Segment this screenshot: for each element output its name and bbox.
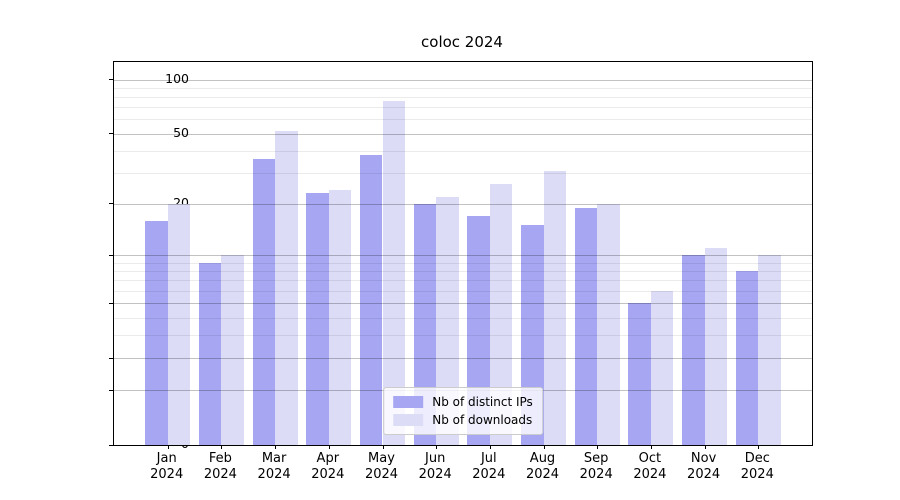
x-tick-mark — [328, 445, 330, 449]
minor-gridline — [114, 97, 812, 98]
bar-distinct-ips-oct — [628, 303, 651, 445]
bar-distinct-ips-jun — [413, 203, 437, 445]
x-tick-label-dec: Dec 2024 — [740, 451, 774, 482]
bar-downloads-oct — [650, 290, 674, 445]
legend-label-distinct-ips: Nb of distinct IPs — [432, 395, 533, 409]
bar-downloads-apr — [328, 190, 352, 445]
bar-distinct-ips-nov — [682, 255, 705, 445]
x-tick-label-nov: Nov 2024 — [687, 451, 721, 482]
bar-downloads-sep — [597, 203, 620, 445]
bar-distinct-ips-jan — [145, 220, 168, 445]
y-tick-mark — [109, 79, 113, 80]
bar-distinct-ips-mar — [252, 159, 276, 445]
x-tick-label-jul: Jul 2024 — [472, 451, 506, 482]
x-tick-label-oct: Oct 2024 — [633, 451, 667, 482]
minor-gridline — [114, 335, 812, 337]
y-tick-mark — [109, 444, 113, 446]
y-tick-mark — [109, 133, 113, 135]
x-tick-mark — [167, 445, 169, 449]
y-tick-mark — [109, 302, 113, 304]
minor-gridline — [114, 87, 812, 89]
bar-distinct-ips-sep — [574, 207, 598, 445]
minor-gridline — [114, 280, 812, 282]
minor-gridline — [114, 317, 812, 319]
minor-gridline — [114, 107, 812, 109]
major-gridline — [114, 255, 812, 257]
major-gridline — [114, 79, 812, 81]
x-tick-label-sep: Sep 2024 — [579, 451, 613, 482]
minor-gridline — [114, 150, 812, 152]
major-gridline — [114, 133, 812, 135]
bar-downloads-jul — [489, 184, 513, 445]
y-tick-mark — [109, 254, 113, 256]
legend-label-downloads: Nb of downloads — [432, 413, 533, 427]
bar-downloads-may — [382, 101, 406, 445]
plot-area: Nb of distinct IPs Nb of downloads — [109, 61, 813, 449]
legend-swatch-downloads — [393, 414, 424, 426]
x-tick-label-jan: Jan 2024 — [150, 451, 184, 482]
bar-distinct-ips-dec — [735, 271, 759, 445]
legend-swatch-distinct-ips — [393, 396, 424, 408]
y-tick-mark — [109, 203, 113, 205]
y-tick-label: 100 — [165, 70, 189, 86]
legend-row-distinct-ips: Nb of distinct IPs — [393, 393, 533, 411]
x-tick-mark — [543, 445, 545, 449]
minor-gridline — [114, 173, 812, 175]
chart-title: coloc 2024 — [421, 33, 503, 51]
x-tick-mark — [597, 445, 599, 449]
x-tick-mark — [650, 445, 652, 449]
bar-downloads-nov — [704, 248, 728, 445]
legend: Nb of distinct IPs Nb of downloads — [383, 387, 543, 435]
bar-distinct-ips-apr — [306, 193, 329, 445]
x-tick-mark — [489, 445, 491, 449]
y-tick-mark — [109, 389, 113, 391]
bar-distinct-ips-may — [359, 154, 383, 445]
x-tick-label-aug: Aug 2024 — [525, 451, 560, 482]
bar-downloads-dec — [758, 255, 781, 445]
x-tick-label-apr: Apr 2024 — [311, 451, 345, 482]
major-gridline — [114, 358, 812, 359]
bar-downloads-aug — [543, 170, 567, 445]
minor-gridline — [114, 290, 812, 292]
y-tick-mark — [109, 357, 113, 359]
x-tick-mark — [275, 445, 277, 449]
bar-downloads-feb — [221, 255, 244, 445]
x-tick-label-may: May 2024 — [364, 451, 399, 482]
y-tick-label: 50 — [173, 124, 189, 140]
bar-downloads-jun — [436, 196, 459, 445]
x-tick-mark — [758, 445, 760, 449]
x-tick-label-jun: Jun 2024 — [418, 451, 452, 482]
x-tick-mark — [221, 445, 223, 449]
minor-gridline — [114, 262, 812, 264]
x-tick-mark — [382, 445, 384, 449]
minor-gridline — [114, 271, 812, 272]
x-tick-mark — [436, 445, 438, 449]
minor-gridline — [114, 119, 812, 121]
bar-downloads-mar — [275, 130, 298, 445]
x-tick-label-mar: Mar 2024 — [257, 451, 291, 482]
legend-row-downloads: Nb of downloads — [393, 411, 533, 429]
x-tick-label-feb: Feb 2024 — [203, 451, 237, 482]
x-tick-mark — [704, 445, 706, 449]
major-gridline — [114, 303, 812, 305]
major-gridline — [114, 203, 812, 205]
bar-distinct-ips-feb — [198, 262, 222, 445]
bar-downloads-jan — [167, 203, 191, 445]
